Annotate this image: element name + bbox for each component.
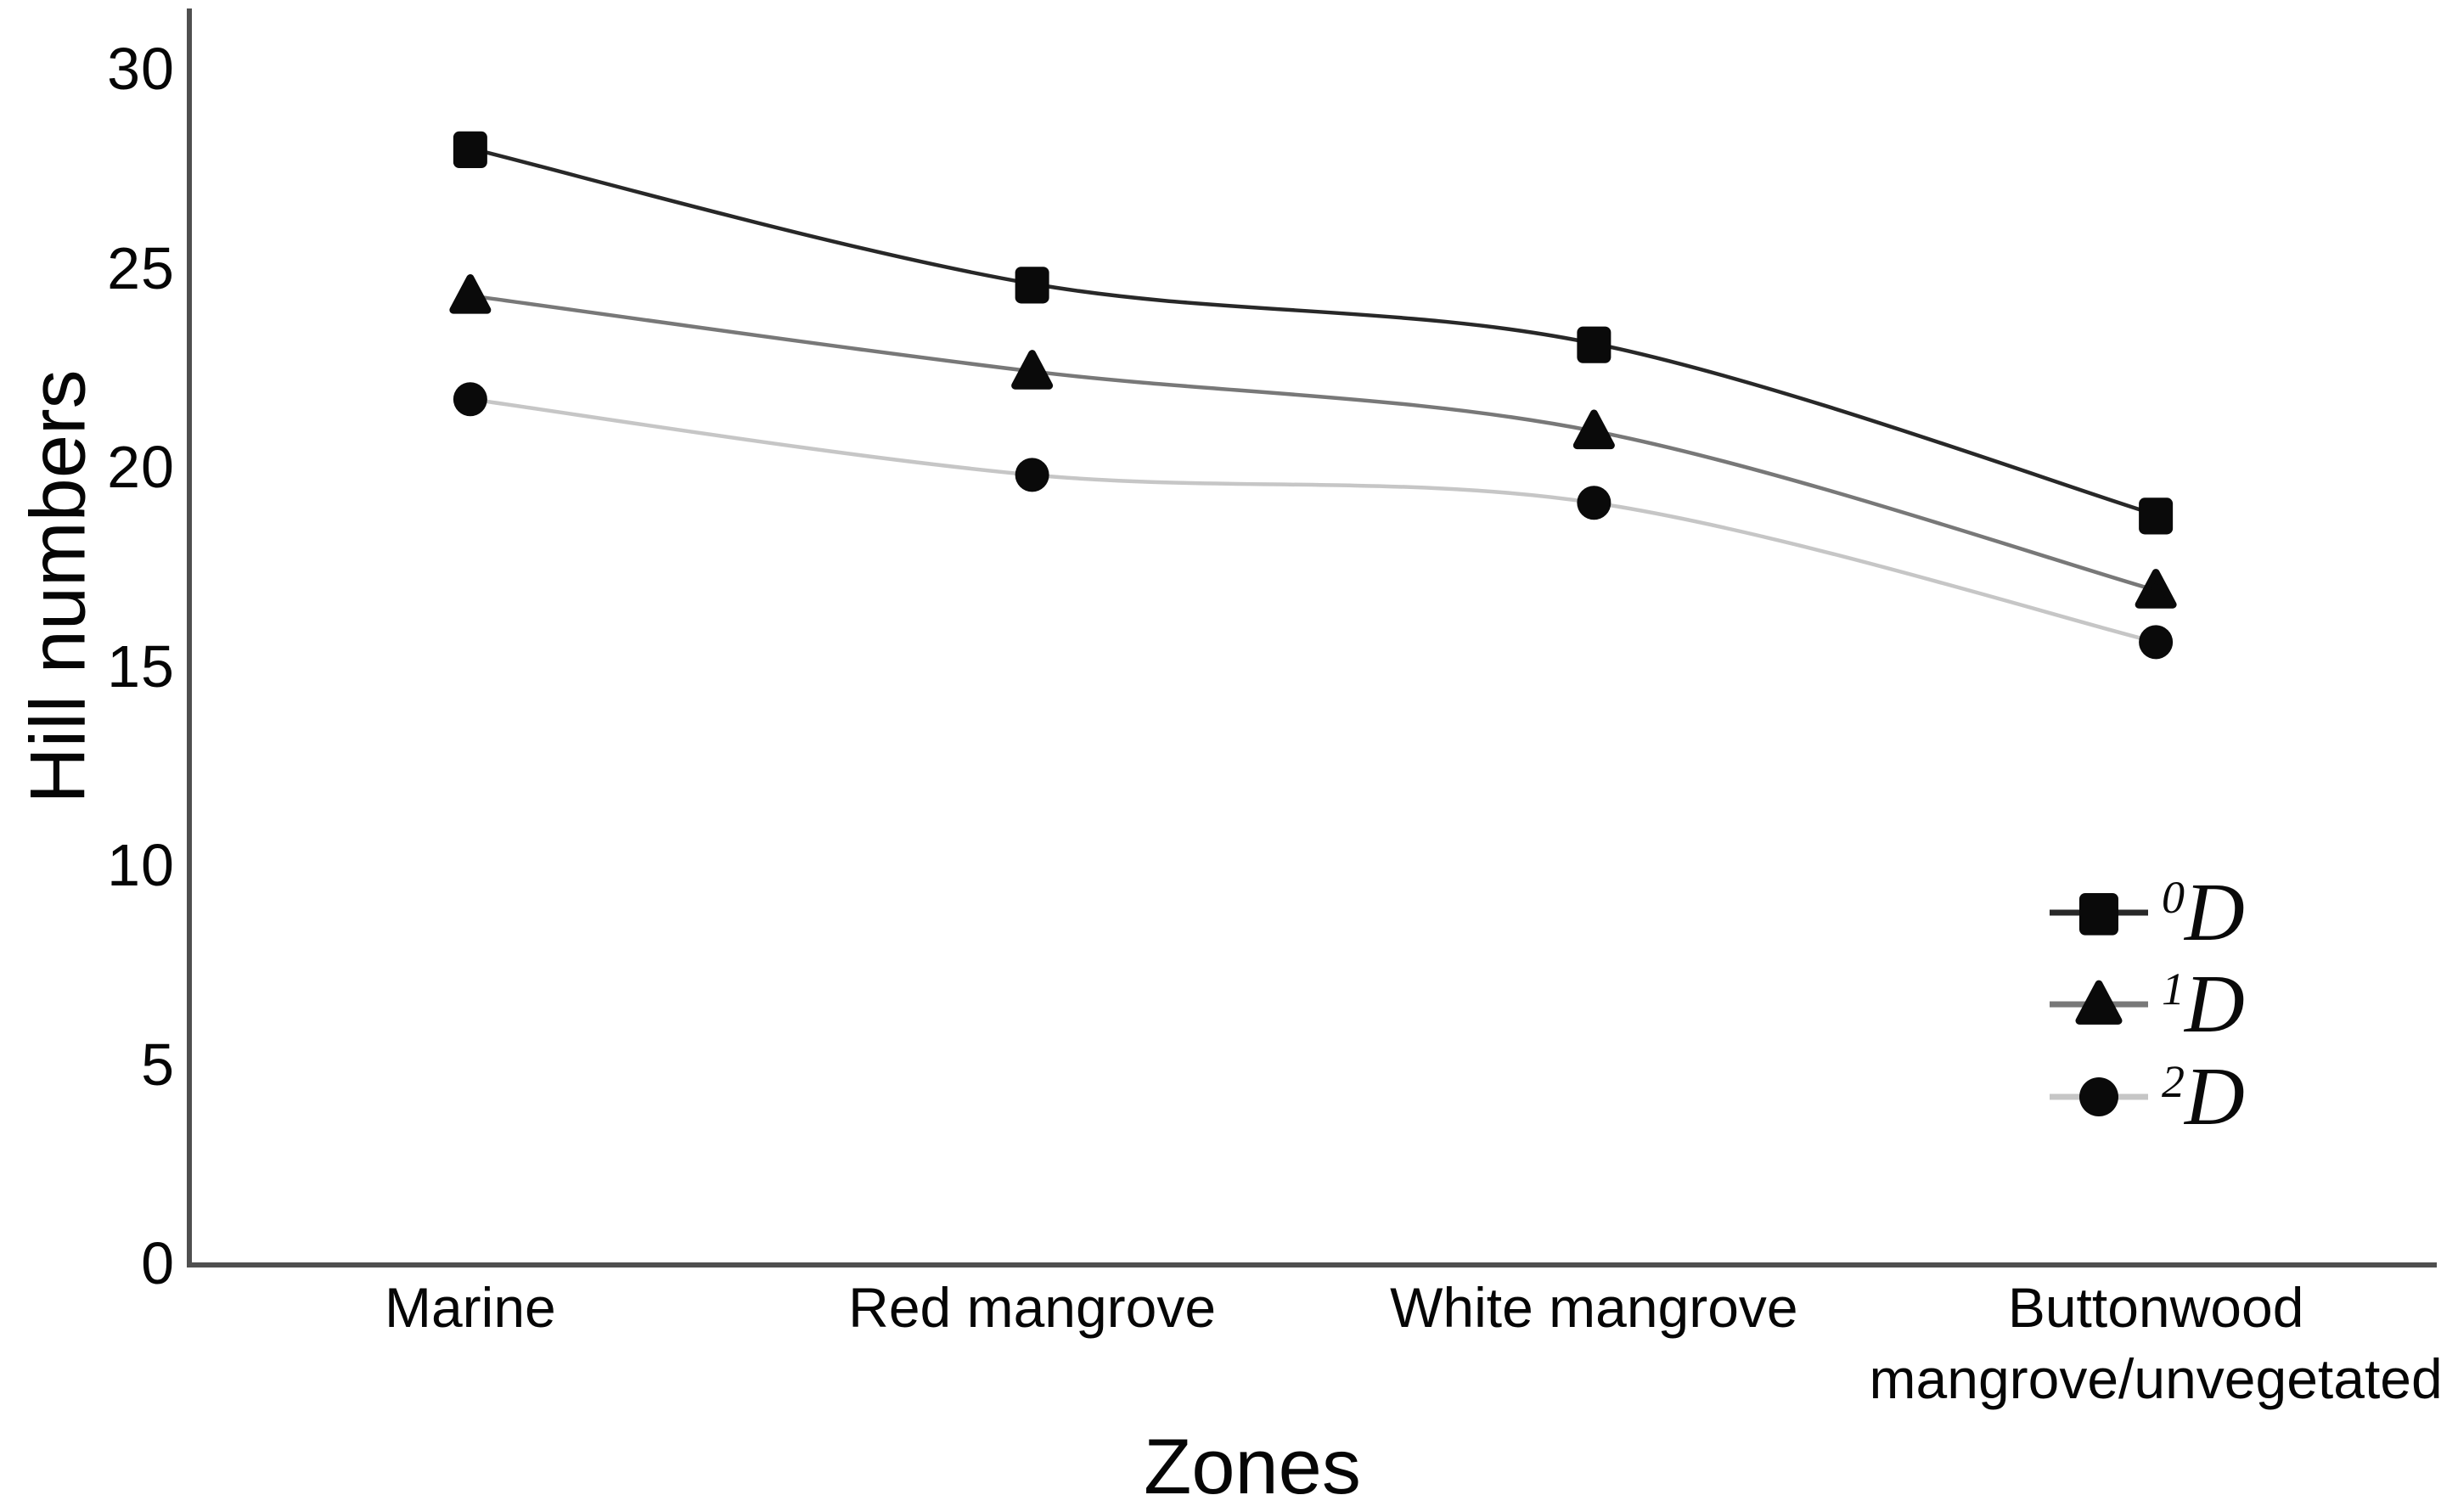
circle-marker-icon [1577,486,1611,520]
legend-letter: D [2185,958,2245,1050]
y-tick-label: 25 [107,234,175,301]
triangle-marker-icon [2135,569,2177,609]
y-tick-label: 5 [141,1031,175,1098]
square-marker-icon [1577,326,1611,363]
y-tick-label: 0 [141,1230,175,1296]
x-axis-title: Zones [1144,1424,1361,1510]
legend-letter: D [2185,1051,2245,1143]
y-axis-title: Hill numbers [14,369,102,804]
legend-item-2D: 2D [2041,1054,2245,1139]
legend-item-0D: 0D [2041,870,2245,955]
legend-superscript: 2 [2162,1056,2185,1107]
square-marker-icon [2079,893,2118,936]
y-tick-label: 10 [107,832,175,898]
triangle-marker-icon [1572,409,1615,450]
triangle-marker-icon [1011,350,1054,390]
x-category-label: Red mangrove [848,1276,1217,1339]
legend-superscript: 1 [2162,964,2185,1015]
x-category-label: Marine [385,1276,556,1339]
circle-marker-icon [1015,458,1049,492]
series-line-0D [470,146,2157,517]
y-tick-label: 20 [107,434,175,500]
legend-line-sample [2050,1077,2148,1116]
square-marker-icon [453,131,487,168]
circle-marker-icon [2139,625,2174,660]
series-line-2D [470,397,2157,644]
y-tick-label: 15 [107,632,175,700]
triangle-marker-icon [449,274,492,314]
legend-superscript: 0 [2162,872,2185,923]
legend-line-sample [2050,893,2148,936]
circle-marker-icon [453,382,487,417]
legend-item-1D: 1D [2041,962,2245,1047]
legend-line-sample [2050,980,2148,1025]
x-category-label: Buttonwood mangrove/unvegetated [1869,1276,2443,1410]
x-category-label: White mangrove [1390,1276,1798,1339]
legend-letter: D [2185,867,2245,958]
triangle-marker-icon [2075,980,2123,1025]
circle-marker-icon [2079,1077,2118,1116]
square-marker-icon [2139,497,2174,535]
square-marker-icon [1015,267,1049,304]
y-tick-label: 30 [107,36,175,102]
legend-label-0D: 0D [2162,870,2245,955]
series-line-1D [470,294,2157,593]
legend-label-2D: 2D [2162,1054,2245,1139]
legend-label-1D: 1D [2162,962,2245,1047]
